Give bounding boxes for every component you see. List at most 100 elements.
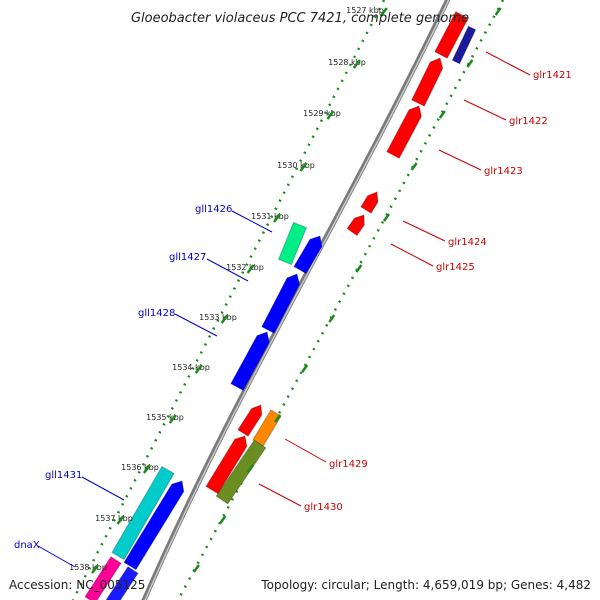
gene-arrow	[293, 236, 322, 274]
gene-arrow-outline	[123, 480, 185, 571]
kbp-tick-right	[355, 264, 363, 273]
gene-feature-glr1430	[215, 439, 267, 505]
kbp-tick	[352, 59, 361, 69]
gene-feature-gll1428	[261, 273, 301, 334]
gene-label-dnax[interactable]: dnaX	[14, 540, 40, 551]
gene-leader-line	[463, 99, 507, 121]
gene-leader-line	[485, 51, 531, 76]
gene-arrow-outline	[411, 57, 444, 107]
gene-feature-gll1428-b	[230, 331, 270, 392]
gene-arrow-outline	[293, 235, 323, 275]
gene-feature-glr1429-extra	[205, 435, 248, 495]
gene-arrow-outline	[205, 435, 248, 495]
genome-summary-text: Topology: circular; Length: 4,659,019 bp…	[261, 578, 591, 592]
gene-arrow	[237, 405, 262, 437]
gene-label-glr1429[interactable]: glr1429	[329, 459, 368, 470]
kbp-tick	[142, 464, 151, 474]
kbp-tick	[246, 264, 255, 274]
kbp-tick	[326, 110, 335, 120]
gene-arrow-outline	[237, 404, 263, 437]
gene-arrow	[252, 409, 282, 447]
gene-feature-gll1427	[293, 235, 323, 275]
gene-arrow	[261, 274, 300, 334]
kbp-tick	[273, 213, 282, 223]
kbp-tick	[168, 414, 177, 424]
gene-feature-glr1428-extra	[237, 404, 263, 437]
genome-backbone	[141, 0, 451, 600]
gene-arrow-outline	[277, 221, 308, 266]
gene-arrow-outline	[451, 25, 477, 65]
gene-arrow	[106, 566, 139, 600]
kbp-tick	[194, 364, 203, 374]
kbp-label: 1532 kbp	[226, 263, 264, 272]
gene-arrow-outline	[105, 566, 139, 600]
gene-label-gll1427[interactable]: gll1427	[169, 252, 206, 263]
gene-arrow-outline	[386, 105, 422, 159]
gene-arrow	[206, 436, 247, 494]
kbp-tick-right	[410, 162, 418, 171]
gene-label-glr1424[interactable]: glr1424	[448, 237, 487, 248]
gene-label-gll1431[interactable]: gll1431	[45, 470, 82, 481]
kbp-tick-right	[466, 59, 474, 68]
gene-leader-line	[390, 243, 434, 267]
gene-feature-glr1421	[434, 11, 469, 59]
kbp-tick-right	[301, 364, 309, 373]
gene-label-glr1422[interactable]: glr1422	[509, 116, 548, 127]
gene-arrow-outline	[346, 214, 365, 237]
gene-arrow-outline	[215, 439, 267, 505]
gene-arrow	[111, 466, 175, 560]
kbp-label: 1533 kbp	[199, 313, 237, 322]
kbp-scale-labels: 1527 kbp 1528 kbp 1529 kbp 1530 kbp 1531 kbp…	[69, 6, 502, 574]
gene-label-glr1421[interactable]: glr1421	[533, 70, 572, 81]
gene-arrow	[452, 26, 476, 64]
kbp-tick	[220, 314, 229, 324]
gene-leader-line	[37, 545, 76, 568]
gene-arrow-outline	[230, 331, 270, 392]
kbp-label: 1531 kbp	[251, 212, 289, 221]
gene-label-gll1428[interactable]: gll1428	[138, 308, 175, 319]
gene-leader-line	[258, 483, 302, 507]
kbp-tick-right	[274, 414, 282, 423]
gene-feature-glr1421-partial	[451, 25, 477, 65]
gene-arrow-outline	[261, 273, 301, 334]
gene-feature-dnax	[84, 556, 122, 600]
gene-arrow-outline	[111, 465, 175, 561]
kbp-tick-right	[247, 464, 255, 473]
gene-arrow	[216, 440, 266, 504]
tick-marks	[71, 0, 505, 600]
gene-feature-dnax-b	[105, 566, 139, 600]
gene-arrow-outline	[434, 11, 469, 59]
kbp-tick-right	[219, 515, 227, 524]
gene-label-glr1423[interactable]: glr1423	[484, 166, 523, 177]
gene-label-glr1425[interactable]: glr1425	[436, 262, 475, 273]
gene-arrow	[347, 215, 365, 236]
gene-label-gll1426[interactable]: gll1426	[195, 204, 232, 215]
kbp-tick-right	[438, 110, 446, 119]
gene-feature-gll1431	[111, 465, 175, 561]
gene-label-glr1430[interactable]: glr1430	[304, 502, 343, 513]
map-title: Gloeobacter violaceus PCC 7421, complete…	[131, 11, 469, 26]
kbp-tick-right	[328, 314, 336, 323]
gene-arrow-outline	[360, 191, 379, 214]
gene-arrow-outline	[84, 556, 122, 600]
gene-leader-line	[206, 258, 249, 282]
kbp-tick	[299, 162, 308, 172]
kbp-label: 1529 kbp	[303, 109, 341, 118]
kbp-label: 1527 kbp	[346, 6, 384, 15]
kbp-label: 1534 kbp	[172, 363, 210, 372]
kbp-label: 1538 kbp	[69, 563, 107, 572]
gene-leader-line	[438, 149, 482, 171]
gene-arrow-outline	[252, 409, 282, 447]
gene-arrow	[434, 11, 469, 59]
gene-feature-glr1422	[411, 57, 444, 107]
gene-arrow	[386, 106, 422, 159]
kbp-label: 1535 kbp	[146, 413, 184, 422]
kbp-tick	[379, 7, 388, 17]
gene-feature-glr1424	[360, 191, 379, 214]
gene-leader-line	[174, 313, 218, 337]
kbp-label: 1528 kbp	[328, 58, 366, 67]
kbp-label: 1530 kbp	[277, 161, 315, 170]
gene-arrow	[360, 192, 378, 214]
kbp-tick	[116, 515, 125, 525]
gene-feature-gll1426	[277, 221, 308, 266]
